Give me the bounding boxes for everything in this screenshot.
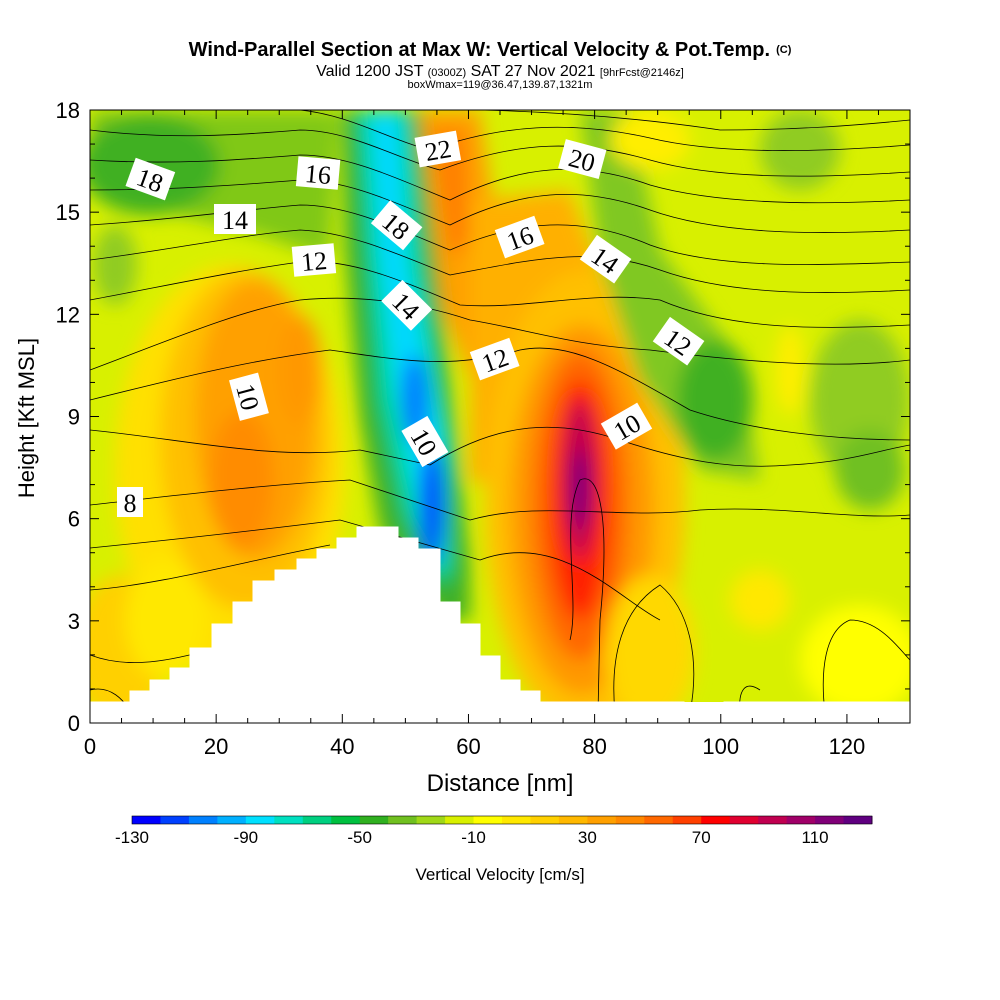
colorbar-tick-label: 70 bbox=[692, 828, 711, 847]
colorbar-swatch bbox=[188, 816, 218, 824]
x-tick-label: 40 bbox=[330, 734, 354, 759]
contour-label: 18 bbox=[125, 157, 176, 201]
colorbar-tick-label: -130 bbox=[115, 828, 149, 847]
colorbar-swatch bbox=[701, 816, 731, 824]
colorbar-swatch bbox=[274, 816, 304, 824]
y-tick-label: 9 bbox=[68, 405, 80, 430]
y-axis-label: Height [Kft MSL] bbox=[14, 338, 39, 498]
colorbar-swatch bbox=[843, 816, 873, 824]
colorbar-swatch bbox=[530, 816, 560, 824]
y-tick-label: 18 bbox=[56, 98, 80, 123]
title-mark: (C) bbox=[776, 44, 792, 56]
chart-subtitle-2: boxWmax=119@36.47,139.87,1321m bbox=[408, 79, 593, 91]
colorbar-swatch bbox=[445, 816, 475, 824]
theta-contours bbox=[90, 110, 910, 714]
terrain-mask bbox=[90, 526, 910, 723]
y-tick-label: 3 bbox=[68, 609, 80, 634]
y-tick-label: 15 bbox=[56, 200, 80, 225]
colorbar-swatch bbox=[615, 816, 645, 824]
plot-area bbox=[90, 110, 910, 723]
contour-label: 10 bbox=[229, 372, 269, 421]
colorbar-swatch bbox=[672, 816, 702, 824]
y-tick-label: 6 bbox=[68, 507, 80, 532]
colorbar-tick-label: -90 bbox=[234, 828, 259, 847]
x-tick-label: 80 bbox=[582, 734, 606, 759]
x-tick-label: 60 bbox=[456, 734, 480, 759]
x-axis: 0 20 40 60 80 100 120 bbox=[84, 110, 911, 759]
colorbar-swatch bbox=[815, 816, 845, 824]
colorbar-swatch bbox=[786, 816, 816, 824]
colorbar-swatch bbox=[331, 816, 361, 824]
svg-text:12: 12 bbox=[300, 246, 328, 277]
contour-label: 20 bbox=[558, 139, 607, 179]
colorbar-swatch bbox=[160, 816, 190, 824]
colorbar-swatch bbox=[132, 816, 161, 824]
colorbar-swatch bbox=[302, 816, 332, 824]
x-tick-label: 120 bbox=[829, 734, 866, 759]
colorbar-tick-label: -50 bbox=[347, 828, 372, 847]
contour-label: 8 bbox=[117, 487, 143, 518]
colorbar-swatch bbox=[502, 816, 531, 824]
x-axis-label: Distance [nm] bbox=[427, 770, 574, 797]
colorbar-label: Vertical Velocity [cm/s] bbox=[415, 865, 584, 884]
contour-label: 14 bbox=[214, 204, 256, 235]
colorbar-swatch bbox=[473, 816, 503, 824]
colorbar-swatch bbox=[416, 816, 446, 824]
colorbar-tick-label: 30 bbox=[578, 828, 597, 847]
colorbar-swatch bbox=[245, 816, 275, 824]
colorbar-swatch bbox=[558, 816, 588, 824]
chart-subtitle: Valid 1200 JST (0300Z) SAT 27 Nov 2021 [… bbox=[316, 63, 684, 80]
svg-text:22: 22 bbox=[423, 134, 454, 167]
y-tick-label: 0 bbox=[68, 711, 80, 736]
colorbar-swatch bbox=[388, 816, 418, 824]
x-tick-label: 100 bbox=[702, 734, 739, 759]
svg-text:16: 16 bbox=[304, 159, 332, 190]
contour-label: 12 bbox=[469, 337, 520, 381]
contour-label: 12 bbox=[291, 243, 337, 277]
x-tick-label: 0 bbox=[84, 734, 96, 759]
chart-title: Wind-Parallel Section at Max W: Vertical… bbox=[189, 39, 792, 61]
contour-label: 16 bbox=[295, 156, 341, 190]
y-axis: 0 3 6 9 12 15 18 bbox=[56, 98, 910, 736]
contour-label: 10 bbox=[401, 415, 449, 468]
colorbar-swatch bbox=[729, 816, 759, 824]
colorbar-tick-label: 110 bbox=[802, 828, 829, 847]
colorbar-swatch bbox=[758, 816, 788, 824]
colorbar-swatch bbox=[359, 816, 389, 824]
svg-text:8: 8 bbox=[124, 489, 137, 518]
x-tick-label: 20 bbox=[204, 734, 228, 759]
contour-label: 22 bbox=[414, 130, 462, 168]
colorbar-swatch bbox=[644, 816, 674, 824]
colorbar: -130 -90 -50 -10 30 70 110 bbox=[115, 815, 873, 847]
colorbar-swatch bbox=[217, 816, 247, 824]
colorbar-tick-label: -10 bbox=[461, 828, 486, 847]
svg-text:14: 14 bbox=[222, 206, 248, 235]
colorbar-swatch bbox=[587, 816, 617, 824]
y-tick-label: 12 bbox=[56, 302, 80, 327]
